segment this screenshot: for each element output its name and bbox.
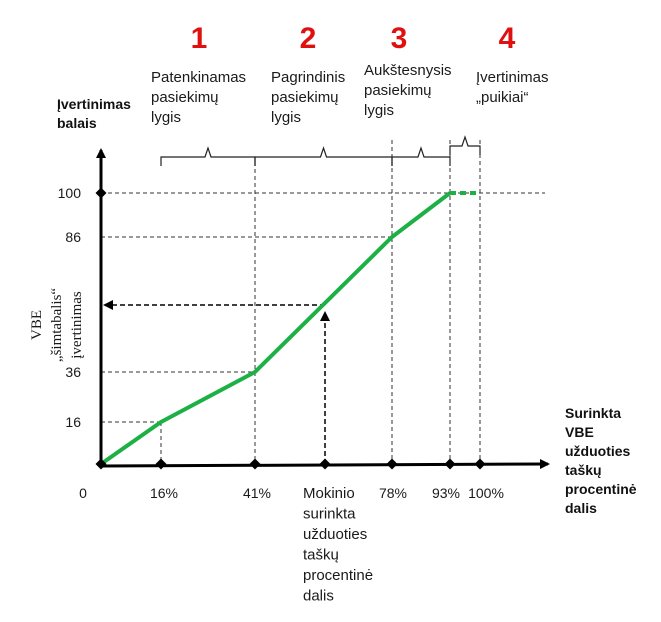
x-tick-label-2: 41% [243,485,271,501]
level-4-label-line-1: „puikiai“ [476,89,529,106]
example-caption-line-4: procentinė [303,567,373,584]
x-tick-label-3: 78% [379,485,407,501]
y-axis-side-label: VBE „šimtabalis“ įvertinimas [29,288,85,362]
level-1-label-line-1: pasiekimų [151,89,219,106]
example-caption-line-2: užduoties [303,526,367,543]
x-axis-title-line-3: taškų [565,462,602,478]
example-caption-line-0: Mokinio [303,485,355,502]
data-series [99,191,480,466]
level-1-label-line-0: Patenkinamas [151,69,246,86]
y-axis-title-line-1: balais [57,115,97,131]
example-axis-marker [319,458,331,470]
level-2-brace [254,146,393,166]
x-axis-marker-93 [444,458,456,470]
level-1-brace [160,146,256,166]
level-1-number: 1 [191,22,208,55]
x-axis-title-line-5: dalis [565,500,597,516]
x-axis-title-line-4: procentinė [565,481,637,497]
y-axis-side-label-line-0: VBE [29,310,45,340]
level-3-number: 3 [391,22,408,55]
x-tick-label-4: 93% [432,485,460,501]
level-4-label-line-0: Įvertinimas [476,69,549,86]
x-axis-marker-78 [386,458,398,470]
level-2-number: 2 [300,22,317,55]
x-axis-title-line-0: Surinkta [565,405,621,421]
y-tick-label-86: 86 [65,229,81,245]
level-3-label-line-1: pasiekimų [364,82,432,99]
y-axis-marker-100 [95,187,107,199]
x-tick-label-1: 16% [150,485,178,501]
y-axis-side-label-line-1: „šimtabalis“ [49,288,65,362]
level-3-label-line-2: lygis [364,102,394,119]
x-axis-marker-41 [249,458,261,470]
example-caption-line-3: taškų [303,547,339,564]
level-2-label-line-2: lygis [271,109,301,126]
level-3-brace [391,146,451,166]
x-axis-title-line-1: VBE [565,424,594,440]
x-axis-marker-16 [155,458,167,470]
labels: 0 16% 41% 78% 93% 100% 16 36 86 100 Įvertinimas bal… [29,22,637,605]
x-axis-marker-0 [95,458,107,470]
level-1-label-line-2: lygis [151,109,181,126]
x-axis-marker-100 [474,458,486,470]
level-3-label-line-0: Aukštesnysis [364,62,452,79]
y-axis-side-label-line-2: įvertinimas [69,291,85,359]
x-axis-title-line-2: užduoties [565,443,631,459]
example-caption-line-1: surinkta [303,506,356,523]
y-axis-title-line-0: Įvertinimas [57,96,131,112]
score-line [99,191,452,466]
y-tick-label-100: 100 [58,185,82,201]
level-4-number: 4 [499,22,516,55]
level-4-brace [449,135,481,155]
level-2-label-line-0: Pagrindinis [271,69,345,86]
y-tick-label-16: 16 [65,414,81,430]
y-tick-label-36: 36 [65,364,81,380]
guide-lines [101,140,545,464]
level-braces [160,135,481,166]
x-tick-label-0: 0 [79,485,87,501]
x-tick-label-5: 100% [468,485,504,501]
level-2-label-line-1: pasiekimų [271,89,339,106]
markers [95,187,486,470]
example-caption-line-5: dalis [303,588,334,605]
